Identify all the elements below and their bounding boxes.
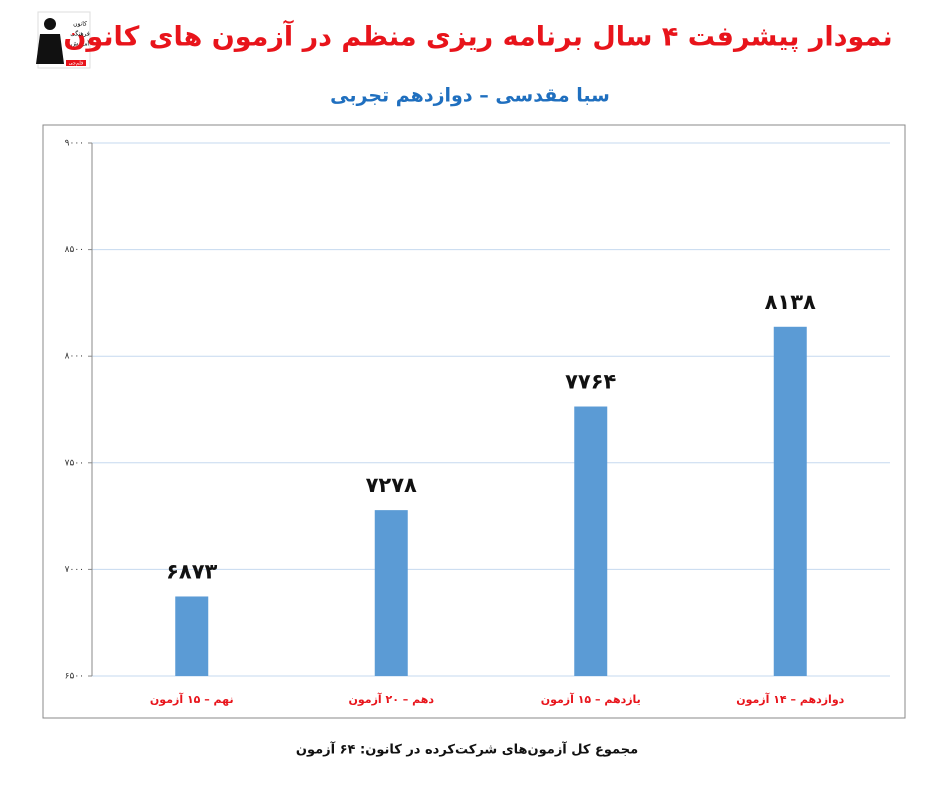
data-label: ۷۷۶۴	[565, 370, 616, 394]
chart-title: نمودار پیشرفت ۴ سال برنامه ریزی منظم در …	[63, 20, 892, 53]
logo-badge	[66, 60, 86, 66]
footer-note: مجموع کل آزمون‌های شرکت‌کرده در کانون: ۶…	[296, 741, 638, 758]
y-tick-label: ۹۰۰۰	[65, 139, 84, 149]
y-tick-label: ۷۵۰۰	[65, 458, 84, 468]
y-tick-label: ۶۵۰۰	[65, 672, 84, 682]
data-label: ۷۲۷۸	[366, 473, 417, 497]
x-tick-label: دوازدهم – ۱۴ آزمون	[736, 692, 844, 706]
x-tick-label: یازدهم – ۱۵ آزمون	[541, 692, 641, 706]
y-tick-label: ۸۰۰۰	[65, 352, 84, 362]
x-tick-label: نهم – ۱۵ آزمون	[150, 692, 234, 706]
logo-text: آموزش	[71, 39, 90, 48]
data-label: ۶۸۷۳	[166, 559, 217, 583]
bar	[773, 326, 807, 676]
chart-subtitle: سبا مقدسی – دوازدهم تجربی	[330, 85, 610, 107]
data-label: ۸۱۳۸	[765, 290, 816, 314]
logo-body	[36, 34, 64, 64]
logo	[36, 11, 91, 69]
logo-text: کانون	[73, 21, 87, 28]
logo-head	[44, 18, 56, 30]
y-tick-label: ۷۰۰۰	[65, 565, 84, 575]
bar	[175, 596, 209, 676]
logo-text: قلم‌چی	[69, 61, 84, 67]
y-tick-label: ۸۵۰۰	[65, 245, 84, 255]
chart-frame	[42, 124, 906, 719]
bar	[574, 406, 608, 676]
x-tick-label: دهم – ۲۰ آزمون	[348, 692, 434, 706]
logo-text: فرهنگی	[70, 30, 90, 38]
bar	[374, 510, 408, 676]
